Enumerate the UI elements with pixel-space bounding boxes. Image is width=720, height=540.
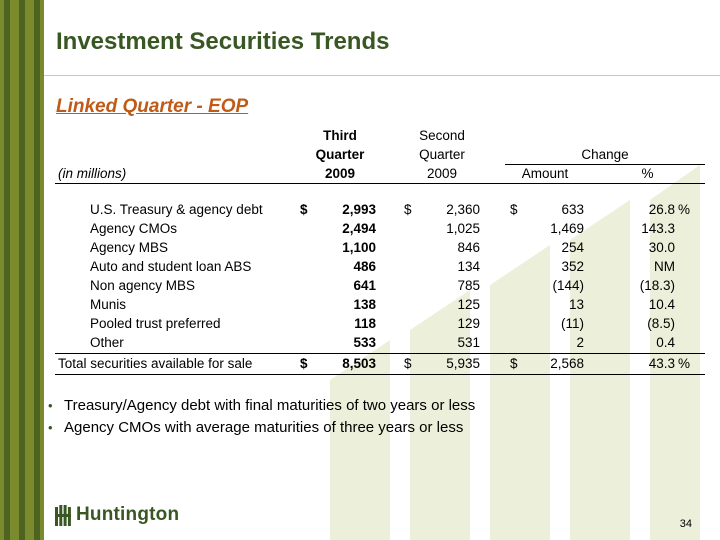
cell-amount: 1,469: [550, 221, 584, 236]
cell-q3: 641: [353, 278, 376, 293]
cell-amt-cur: $: [510, 356, 518, 371]
cell-q3: 138: [353, 297, 376, 312]
header-rule: [55, 183, 705, 184]
cell-amount: 352: [561, 259, 584, 274]
huntington-logo: Huntington: [55, 502, 179, 528]
cell-q2: 531: [457, 335, 480, 350]
cell-pct: 43.3: [648, 356, 675, 371]
header-q2-line1: Second: [419, 128, 465, 143]
cell-pct: (18.3): [639, 278, 675, 293]
total-rule-top: [55, 353, 705, 354]
cell-q2: 2,360: [446, 202, 480, 217]
row-label: Auto and student loan ABS: [90, 259, 252, 274]
header-q3-line2: Quarter: [315, 147, 365, 162]
bar-stripe: [19, 0, 25, 540]
cell-amount: 254: [561, 240, 584, 255]
logo-text: Huntington: [76, 504, 180, 525]
huntington-logo-icon: [55, 505, 71, 526]
header-q2-line2: Quarter: [419, 147, 465, 162]
row-label: Other: [90, 335, 124, 350]
cell-q2: 1,025: [446, 221, 480, 236]
cell-pct: 0.4: [656, 335, 675, 350]
cell-q3-cur: $: [300, 356, 308, 371]
row-label: Pooled trust preferred: [90, 316, 221, 331]
cell-q3: 118: [354, 316, 376, 331]
page-number: 34: [679, 518, 692, 530]
cell-pct: 10.4: [648, 297, 675, 312]
cell-q2: 129: [457, 316, 480, 331]
header-pct: %: [641, 166, 654, 181]
bullet-dot-icon: •: [48, 398, 53, 413]
cell-q2-cur: $: [404, 202, 412, 217]
cell-q3: 2,494: [342, 221, 376, 236]
cell-q2: 5,935: [446, 356, 480, 371]
bar-stripe: [34, 0, 40, 540]
cell-q3-cur: $: [300, 202, 308, 217]
cell-amount: 13: [568, 297, 584, 312]
bullet-text: Treasury/Agency debt with final maturiti…: [64, 397, 476, 414]
left-decorative-bar: [0, 0, 44, 540]
cell-pct: NM: [654, 259, 675, 274]
cell-q3: 8,503: [342, 356, 376, 371]
cell-amount: (144): [552, 278, 584, 293]
cell-pct-sym: %: [678, 356, 691, 371]
slide-subtitle: Linked Quarter - EOP: [56, 96, 249, 117]
slide-title: Investment Securities Trends: [56, 28, 390, 55]
bullet-list: • Treasury/Agency debt with final maturi…: [48, 395, 475, 439]
cell-q3: 2,993: [342, 202, 376, 217]
bar-stripe: [4, 0, 10, 540]
title-divider: [44, 75, 720, 76]
bullet-text: Agency CMOs with average maturities of t…: [64, 419, 464, 436]
cell-pct: (8.5): [647, 316, 675, 331]
cell-q3: 533: [353, 335, 376, 350]
bullet-dot-icon: •: [48, 420, 53, 435]
cell-q2: 785: [457, 278, 480, 293]
row-label: Munis: [90, 297, 127, 312]
cell-amount: (11): [560, 316, 584, 331]
header-amount: Amount: [521, 166, 569, 181]
header-q3-line3: 2009: [324, 166, 356, 181]
cell-amount: 633: [561, 202, 584, 217]
header-q3-line1: Third: [323, 128, 357, 143]
units-label: (in millions): [58, 166, 127, 181]
header-q2-line3: 2009: [426, 166, 458, 181]
cell-q2: 846: [457, 240, 480, 255]
total-row-label: Total securities available for sale: [58, 356, 253, 371]
cell-q3: 486: [353, 259, 376, 274]
cell-q3: 1,100: [342, 240, 376, 255]
cell-q2: 134: [457, 259, 480, 274]
cell-pct: 143.3: [641, 221, 675, 236]
total-rule-bottom: [55, 374, 705, 375]
cell-q2-cur: $: [404, 356, 412, 371]
cell-amount: 2,568: [550, 356, 584, 371]
header-change: Change: [581, 147, 629, 162]
cell-amount: 2: [576, 335, 584, 350]
cell-q2: 125: [457, 297, 480, 312]
change-header-rule: [505, 164, 705, 165]
bullet-item: • Treasury/Agency debt with final maturi…: [48, 395, 475, 417]
cell-amt-cur: $: [510, 202, 518, 217]
row-label: Agency CMOs: [90, 221, 178, 236]
bullet-item: • Agency CMOs with average maturities of…: [48, 417, 475, 439]
row-label: U.S. Treasury & agency debt: [90, 202, 263, 217]
row-label: Non agency MBS: [90, 278, 196, 293]
cell-pct-sym: %: [678, 202, 691, 217]
cell-pct: 30.0: [648, 240, 675, 255]
cell-pct: 26.8: [648, 202, 675, 217]
row-label: Agency MBS: [90, 240, 169, 255]
